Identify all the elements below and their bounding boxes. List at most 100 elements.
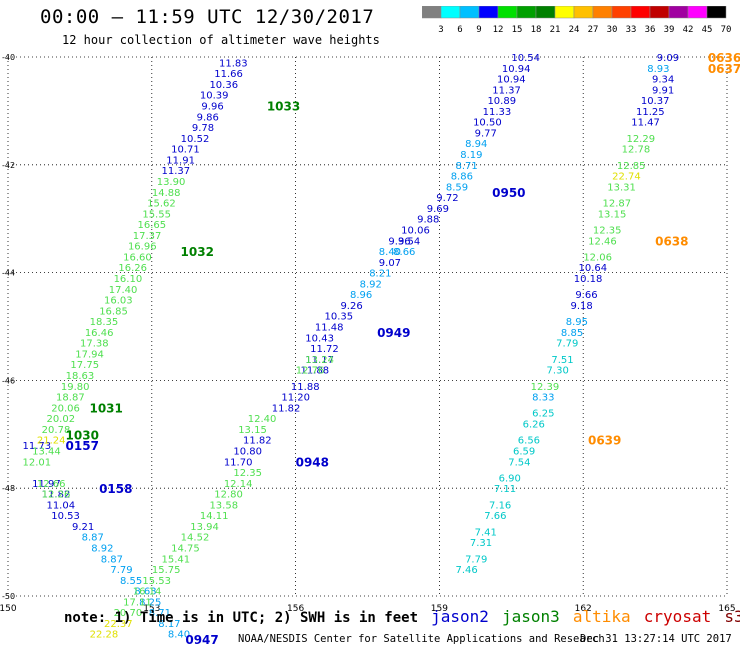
swh-value-label: 7.41 bbox=[475, 527, 497, 538]
swh-value-label: 16.65 bbox=[138, 220, 167, 231]
footer-legend: note: 1) Time is in UTC; 2) SWH is in fe… bbox=[64, 607, 740, 633]
x-tick-label: 150 bbox=[0, 604, 17, 614]
swh-value-label: 10.53 bbox=[51, 511, 80, 522]
swh-value-label: 18.87 bbox=[56, 393, 85, 404]
swh-value-label: 8.71 bbox=[149, 608, 171, 619]
swh-value-label: 12.39 bbox=[531, 382, 560, 393]
swh-value-label: 11.17 bbox=[305, 355, 334, 366]
swh-value-label: 10.37 bbox=[641, 96, 670, 107]
pass-time-label: 0950 bbox=[492, 186, 525, 200]
swh-value-label: 13.94 bbox=[190, 522, 219, 533]
swh-value-label: 15.55 bbox=[142, 209, 171, 220]
swh-value-label: 7.46 bbox=[455, 565, 477, 576]
swh-value-label: 17.37 bbox=[133, 231, 162, 242]
swh-value-label: 11.70 bbox=[224, 457, 253, 468]
swh-value-label: 8.87 bbox=[101, 554, 123, 565]
colorbar-tick-label: 39 bbox=[664, 25, 675, 35]
swh-value-label: 12.46 bbox=[588, 236, 617, 247]
swh-value-label: 10.80 bbox=[233, 446, 262, 457]
colorbar-tick-label: 27 bbox=[588, 25, 599, 35]
swh-value-label: 8.19 bbox=[460, 150, 482, 161]
swh-value-label: 13.31 bbox=[607, 182, 636, 193]
swh-value-label: 9.21 bbox=[72, 522, 94, 533]
swh-value-label: 12.40 bbox=[248, 414, 277, 425]
swh-value-label: 11.48 bbox=[315, 323, 344, 334]
swh-value-label: 13.15 bbox=[238, 425, 267, 436]
swh-value-label: 11.72 bbox=[310, 344, 339, 355]
swh-value-label: 9.07 bbox=[379, 258, 401, 269]
swh-value-label: 9.09 bbox=[657, 53, 679, 64]
swh-value-label: 11.47 bbox=[631, 118, 660, 129]
swh-value-label: 10.43 bbox=[305, 333, 334, 344]
swh-value-label: 17.38 bbox=[80, 339, 109, 350]
pass-time-label: 0157 bbox=[66, 439, 99, 453]
colorbar-tick-label: 70 bbox=[721, 25, 732, 35]
swh-value-label: 16.60 bbox=[123, 252, 152, 263]
swh-value-label: 10.64 bbox=[579, 263, 608, 274]
colorbar-tick-label: 24 bbox=[569, 25, 580, 35]
legend-cryosat: cryosat bbox=[643, 607, 712, 626]
swh-value-label: 10.54 bbox=[511, 53, 540, 64]
swh-value-label: 8.33 bbox=[532, 393, 554, 404]
y-tick-label: -44 bbox=[2, 269, 15, 278]
swh-value-label: 9.91 bbox=[652, 85, 674, 96]
swh-value-label: 9.88 bbox=[417, 215, 439, 226]
swh-value-label: 8.59 bbox=[446, 182, 468, 193]
swh-value-label: 10.39 bbox=[200, 91, 229, 102]
swh-value-label: 11.66 bbox=[214, 69, 243, 80]
y-tick-label: -48 bbox=[2, 484, 15, 493]
swh-value-label: 12.80 bbox=[214, 490, 243, 501]
swh-value-label: 10.52 bbox=[181, 134, 210, 145]
swh-value-label: 7.30 bbox=[547, 366, 569, 377]
swh-value-label: 8.17 bbox=[158, 619, 180, 630]
swh-value-label: 7.16 bbox=[489, 500, 511, 511]
y-tick-label: -42 bbox=[2, 161, 15, 170]
swh-value-label: 8.96 bbox=[350, 290, 372, 301]
swh-value-label: 8.40 bbox=[379, 247, 401, 258]
colorbar-tick-label: 6 bbox=[457, 25, 462, 35]
swh-value-label: 12.76 bbox=[296, 366, 325, 377]
swh-value-label: 20.70 bbox=[114, 608, 143, 619]
swh-value-label: 10.71 bbox=[171, 145, 200, 156]
pass-time-label: 0949 bbox=[377, 326, 410, 340]
swh-value-label: 8.92 bbox=[91, 543, 113, 554]
swh-value-label: 11.91 bbox=[166, 155, 195, 166]
swh-value-label: 12.29 bbox=[626, 134, 655, 145]
pass-time-label: 0639 bbox=[588, 434, 621, 448]
swh-value-label: 16.03 bbox=[104, 296, 133, 307]
swh-value-label: 12.87 bbox=[602, 199, 631, 210]
legend-altika: altika bbox=[572, 607, 631, 626]
swh-value-label: 17.40 bbox=[109, 285, 138, 296]
swh-value-label: 13.58 bbox=[209, 500, 238, 511]
generated-timestamp: Dec 31 13:27:14 UTC 2017 bbox=[580, 633, 732, 645]
colorbar-tick-label: 30 bbox=[607, 25, 618, 35]
swh-value-label: 16.96 bbox=[128, 242, 157, 253]
pass-time-label: 0948 bbox=[296, 455, 329, 469]
swh-value-label: 10.94 bbox=[497, 75, 526, 86]
swh-value-label: 16.85 bbox=[99, 306, 128, 317]
swh-value-label: 9.66 bbox=[575, 290, 597, 301]
swh-value-label: 16.46 bbox=[85, 328, 114, 339]
swh-value-label: 12.14 bbox=[224, 479, 253, 490]
swh-value-label: 8.94 bbox=[465, 139, 487, 150]
swh-value-label: 12.26 bbox=[42, 490, 71, 501]
swh-value-label: 13.15 bbox=[598, 209, 627, 220]
swh-value-label: 7.79 bbox=[556, 339, 578, 350]
colorbar-tick-label: 9 bbox=[476, 25, 481, 35]
x-tick-label: 153 bbox=[143, 604, 160, 614]
swh-value-label: 18.63 bbox=[66, 371, 95, 382]
swh-value-label: 15.53 bbox=[142, 576, 171, 587]
swh-value-label: 8.21 bbox=[369, 269, 391, 280]
swh-value-label: 17.75 bbox=[70, 360, 99, 371]
swh-value-label: 7.54 bbox=[508, 457, 530, 468]
swh-value-label: 10.89 bbox=[487, 96, 516, 107]
swh-value-label: 13.44 bbox=[32, 446, 61, 457]
colorbar-tick-label: 12 bbox=[493, 25, 504, 35]
swh-value-label: 9.96 bbox=[201, 102, 223, 113]
swh-value-label: 8.55 bbox=[120, 576, 142, 587]
swh-value-label: 9.69 bbox=[427, 204, 449, 215]
colorbar-tick-label: 33 bbox=[626, 25, 637, 35]
swh-value-label: 22.37 bbox=[104, 619, 133, 630]
swh-value-label: 10.50 bbox=[473, 118, 502, 129]
swh-value-label: 12.85 bbox=[617, 161, 646, 172]
